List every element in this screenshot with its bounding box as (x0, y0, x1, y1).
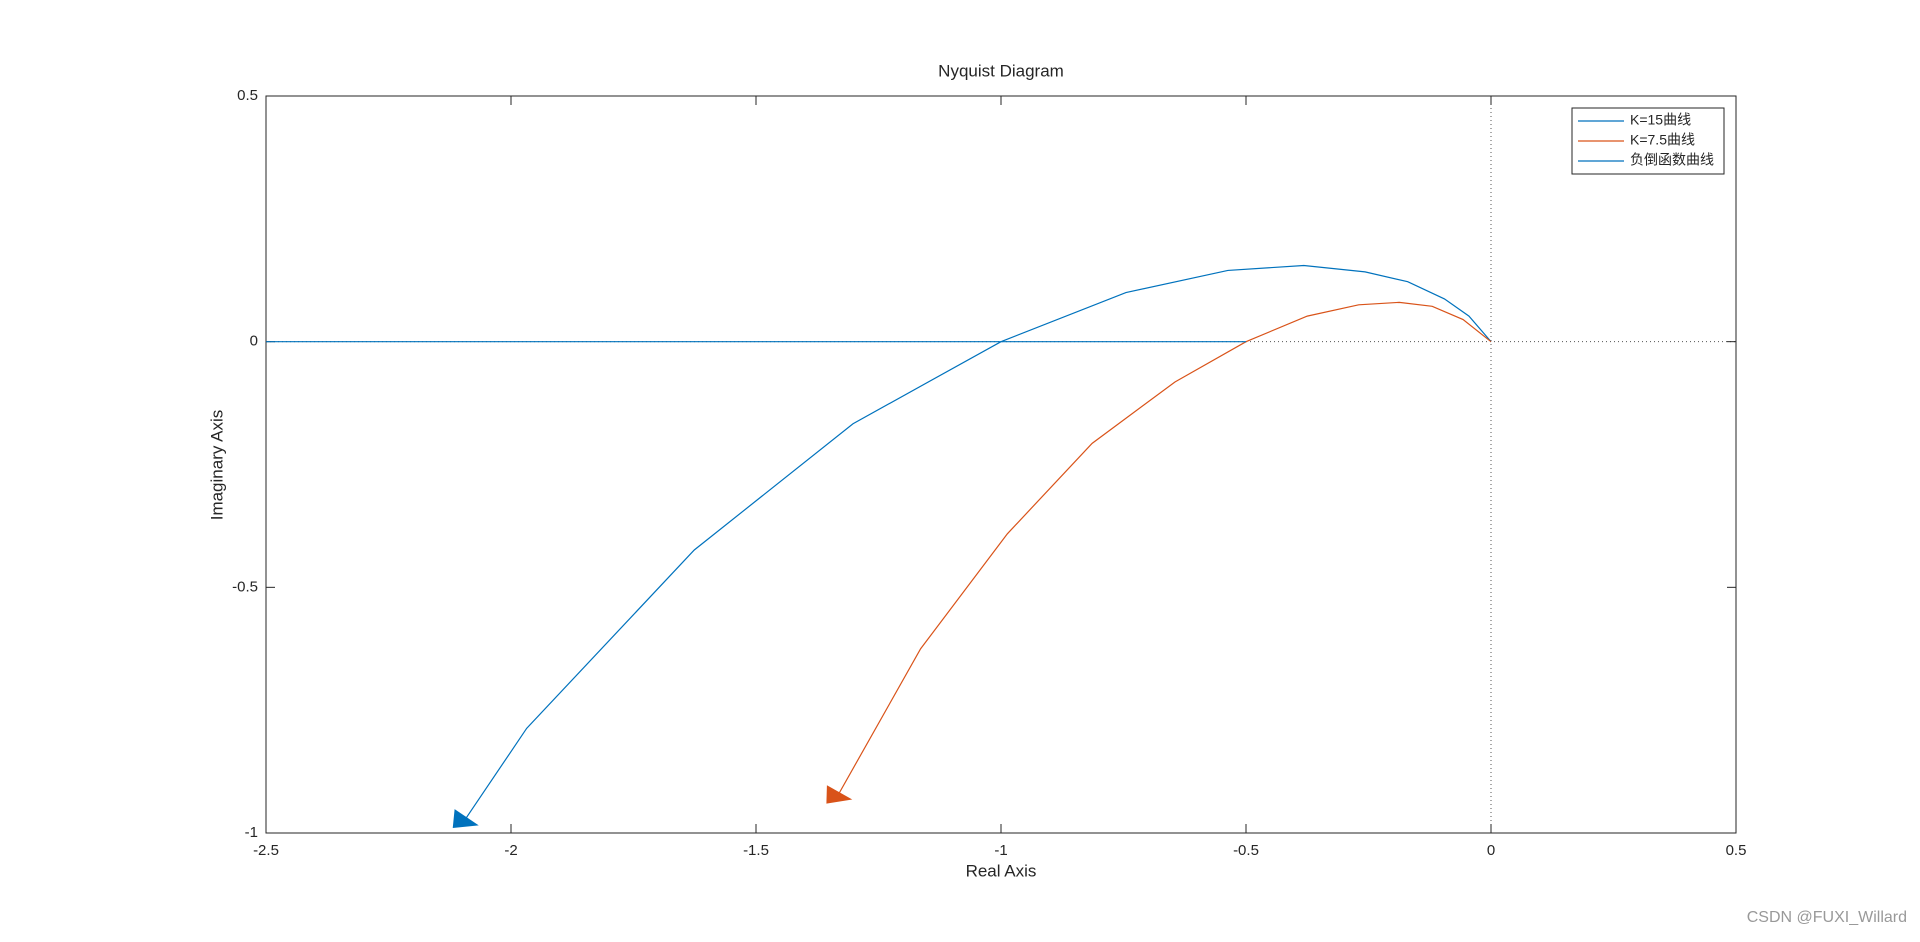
plot-frame (265, 95, 1737, 834)
x-axis-label: Real Axis (966, 861, 1037, 880)
y-tick-label: 0.5 (237, 87, 258, 104)
y-tick-label: 0 (250, 333, 258, 350)
legend-label: 负倒函数曲线 (1630, 152, 1714, 168)
x-tick-label: -2.5 (253, 842, 279, 859)
y-axis-label: Imaginary Axis (207, 410, 226, 521)
x-tick-label: -2 (504, 842, 517, 859)
y-tick-label: -1 (245, 824, 258, 841)
direction-arrow (452, 809, 479, 828)
series-line (835, 301, 1492, 799)
x-tick-label: -0.5 (1233, 842, 1259, 859)
series-line (462, 264, 1492, 824)
direction-arrow (826, 785, 853, 804)
legend-label: K=15曲线 (1630, 112, 1691, 128)
x-tick-label: -1.5 (743, 842, 769, 859)
x-tick-label: 0.5 (1726, 842, 1747, 859)
chart-title: Nyquist Diagram (938, 61, 1064, 80)
plot-area (266, 264, 1492, 828)
legend-label: K=7.5曲线 (1630, 132, 1695, 148)
watermark: CSDN @FUXI_Willard (1747, 909, 1907, 926)
x-tick-label: -1 (994, 842, 1007, 859)
y-tick-label: -0.5 (232, 578, 258, 595)
x-tick-label: 0 (1487, 842, 1495, 859)
